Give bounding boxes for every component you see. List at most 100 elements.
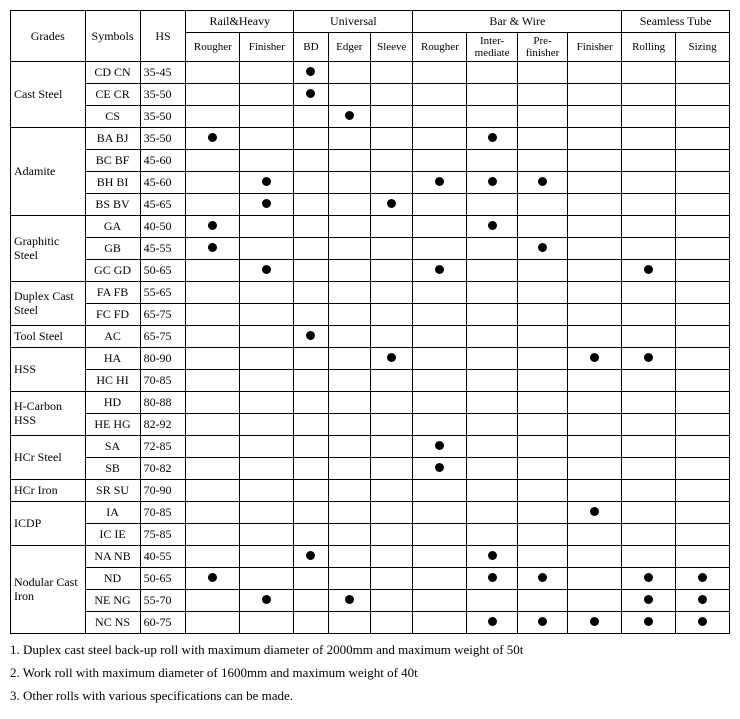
- grade-name: ICDP: [11, 502, 86, 546]
- table-row: GC GD50-65: [11, 260, 730, 282]
- dot-icon: [435, 441, 444, 450]
- dot-cell: [413, 150, 467, 172]
- dot-cell: [328, 150, 370, 172]
- table-row: NE NG55-70: [11, 590, 730, 612]
- table-row: BC BF45-60: [11, 150, 730, 172]
- dot-cell: [517, 326, 567, 348]
- dot-icon: [590, 617, 599, 626]
- hs-cell: 50-65: [140, 568, 186, 590]
- dot-cell: [371, 62, 413, 84]
- dot-cell: [371, 326, 413, 348]
- dot-icon: [435, 177, 444, 186]
- dot-cell: [517, 546, 567, 568]
- dot-cell: [240, 282, 294, 304]
- hs-cell: 40-55: [140, 546, 186, 568]
- dot-cell: [413, 304, 467, 326]
- dot-icon: [644, 573, 653, 582]
- dot-cell: [371, 568, 413, 590]
- dot-icon: [306, 89, 315, 98]
- dot-cell: [622, 612, 676, 634]
- dot-icon: [208, 573, 217, 582]
- note-1: 1. Duplex cast steel back-up roll with m…: [10, 640, 730, 661]
- dot-cell: [294, 172, 328, 194]
- header-sub-10: Sizing: [676, 33, 730, 62]
- symbol-cell: BC BF: [85, 150, 140, 172]
- dot-cell: [371, 260, 413, 282]
- dot-cell: [676, 568, 730, 590]
- dot-cell: [622, 304, 676, 326]
- dot-cell: [568, 238, 622, 260]
- table-row: AdamiteBA BJ35-50: [11, 128, 730, 150]
- dot-cell: [622, 348, 676, 370]
- dot-cell: [294, 238, 328, 260]
- dot-icon: [306, 67, 315, 76]
- symbol-cell: AC: [85, 326, 140, 348]
- dot-cell: [240, 392, 294, 414]
- hs-cell: 45-55: [140, 238, 186, 260]
- table-row: IC IE75-85: [11, 524, 730, 546]
- dot-cell: [240, 326, 294, 348]
- dot-cell: [328, 414, 370, 436]
- symbol-cell: BH BI: [85, 172, 140, 194]
- dot-cell: [413, 480, 467, 502]
- dot-cell: [186, 392, 240, 414]
- dot-cell: [568, 568, 622, 590]
- dot-cell: [186, 282, 240, 304]
- dot-cell: [240, 590, 294, 612]
- dot-icon: [644, 353, 653, 362]
- table-row: BH BI45-60: [11, 172, 730, 194]
- dot-cell: [413, 194, 467, 216]
- hs-cell: 55-70: [140, 590, 186, 612]
- hs-cell: 70-85: [140, 370, 186, 392]
- dot-cell: [676, 172, 730, 194]
- dot-cell: [622, 172, 676, 194]
- dot-cell: [371, 216, 413, 238]
- dot-cell: [413, 106, 467, 128]
- dot-cell: [413, 238, 467, 260]
- grade-name: Graphitic Steel: [11, 216, 86, 282]
- dot-cell: [467, 436, 517, 458]
- dot-cell: [186, 62, 240, 84]
- dot-cell: [294, 590, 328, 612]
- dot-cell: [328, 62, 370, 84]
- dot-cell: [622, 326, 676, 348]
- dot-cell: [294, 480, 328, 502]
- dot-cell: [328, 216, 370, 238]
- header-grades: Grades: [11, 11, 86, 62]
- dot-cell: [328, 84, 370, 106]
- dot-cell: [240, 304, 294, 326]
- symbol-cell: NE NG: [85, 590, 140, 612]
- dot-cell: [328, 502, 370, 524]
- dot-cell: [328, 436, 370, 458]
- header-group-seamless-tube: Seamless Tube: [622, 11, 730, 33]
- dot-cell: [467, 172, 517, 194]
- dot-cell: [371, 546, 413, 568]
- dot-cell: [294, 414, 328, 436]
- hs-cell: 75-85: [140, 524, 186, 546]
- dot-cell: [371, 282, 413, 304]
- dot-cell: [676, 304, 730, 326]
- symbol-cell: GA: [85, 216, 140, 238]
- dot-icon: [488, 177, 497, 186]
- header-sub-1: Finisher: [240, 33, 294, 62]
- dot-cell: [186, 128, 240, 150]
- table-row: GB45-55: [11, 238, 730, 260]
- dot-cell: [186, 150, 240, 172]
- dot-cell: [413, 348, 467, 370]
- dot-cell: [294, 304, 328, 326]
- dot-icon: [262, 199, 271, 208]
- dot-cell: [413, 260, 467, 282]
- header-group-rail-heavy: Rail&Heavy: [186, 11, 294, 33]
- dot-cell: [517, 480, 567, 502]
- dot-icon: [345, 595, 354, 604]
- dot-cell: [413, 590, 467, 612]
- dot-cell: [413, 84, 467, 106]
- dot-icon: [644, 617, 653, 626]
- dot-cell: [294, 326, 328, 348]
- dot-cell: [371, 348, 413, 370]
- dot-cell: [186, 458, 240, 480]
- dot-cell: [186, 84, 240, 106]
- dot-cell: [371, 238, 413, 260]
- dot-icon: [262, 595, 271, 604]
- dot-cell: [467, 414, 517, 436]
